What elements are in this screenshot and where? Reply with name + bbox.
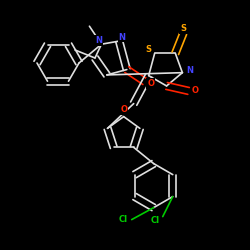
Text: N: N: [186, 66, 193, 75]
Text: O: O: [120, 105, 127, 114]
Text: Cl: Cl: [119, 215, 128, 224]
Text: O: O: [147, 79, 154, 88]
Text: N: N: [119, 32, 126, 42]
Text: S: S: [146, 45, 152, 54]
Text: O: O: [192, 86, 199, 96]
Text: N: N: [95, 36, 102, 45]
Text: S: S: [180, 24, 186, 33]
Text: Cl: Cl: [150, 216, 159, 225]
